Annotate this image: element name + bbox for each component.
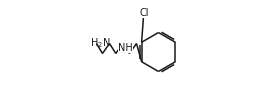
Text: Cl: Cl: [140, 8, 149, 18]
Text: $\mathregular{H_2N}$: $\mathregular{H_2N}$: [89, 37, 110, 50]
Text: NH: NH: [118, 43, 133, 53]
